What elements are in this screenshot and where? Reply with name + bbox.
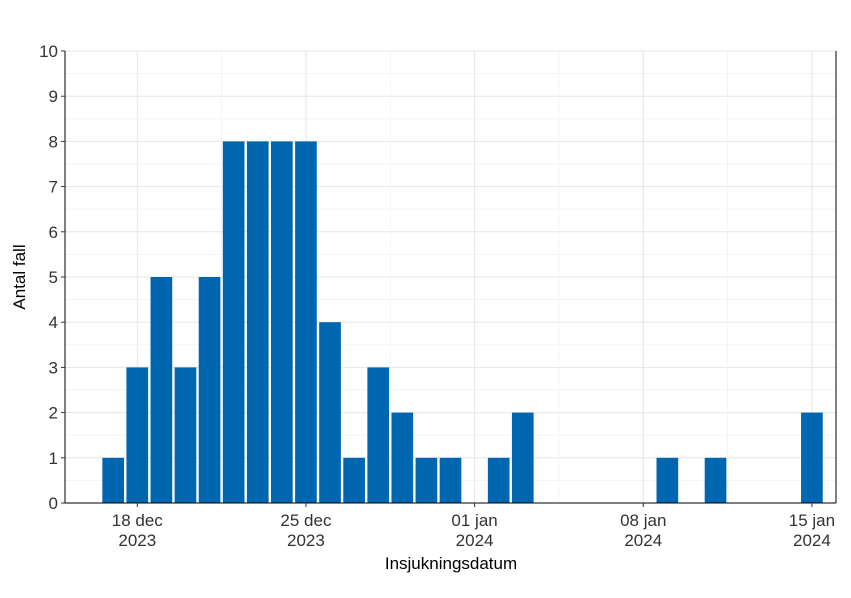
x-tick-label-year: 2024 [456,531,494,550]
bar [343,457,365,503]
bar [801,412,823,503]
bar [487,457,510,503]
y-tick-label: 5 [49,268,58,287]
bar [439,457,462,503]
x-tick-label: 25 dec [280,511,332,530]
x-tick-label: 01 jan [451,511,497,530]
bar [319,322,341,503]
y-tick-label: 9 [49,87,58,106]
y-tick-label: 1 [49,449,58,468]
x-tick-label-year: 2023 [287,531,325,550]
x-axis-title: Insjukningsdatum [385,554,517,573]
y-tick-label: 4 [49,313,58,332]
bar [511,412,534,503]
bar [391,412,414,503]
x-tick-label-year: 2024 [793,531,831,550]
axes [61,50,837,507]
bar [102,457,125,503]
bar [174,367,197,503]
x-tick-label: 15 jan [789,511,835,530]
y-tick-label: 2 [49,404,58,423]
bar [415,457,438,503]
bar [367,367,390,503]
bar [704,457,727,503]
x-tick-label-year: 2023 [118,531,156,550]
bar [126,367,149,503]
bar [271,141,293,503]
x-tick-label: 18 dec [112,511,164,530]
bar [150,277,173,503]
bar [222,141,245,503]
y-tick-label: 6 [49,223,58,242]
bars [102,141,823,503]
bar [246,141,269,503]
bar [656,457,679,503]
y-tick-label: 10 [39,42,58,61]
x-tick-label: 08 jan [620,511,666,530]
y-tick-label: 0 [49,494,58,513]
y-tick-label: 7 [49,178,58,197]
y-tick-label: 8 [49,132,58,151]
x-tick-label-year: 2024 [624,531,662,550]
bar [295,141,317,503]
y-axis-title: Antal fall [10,244,29,309]
bar [198,277,221,503]
y-tick-label: 3 [49,358,58,377]
